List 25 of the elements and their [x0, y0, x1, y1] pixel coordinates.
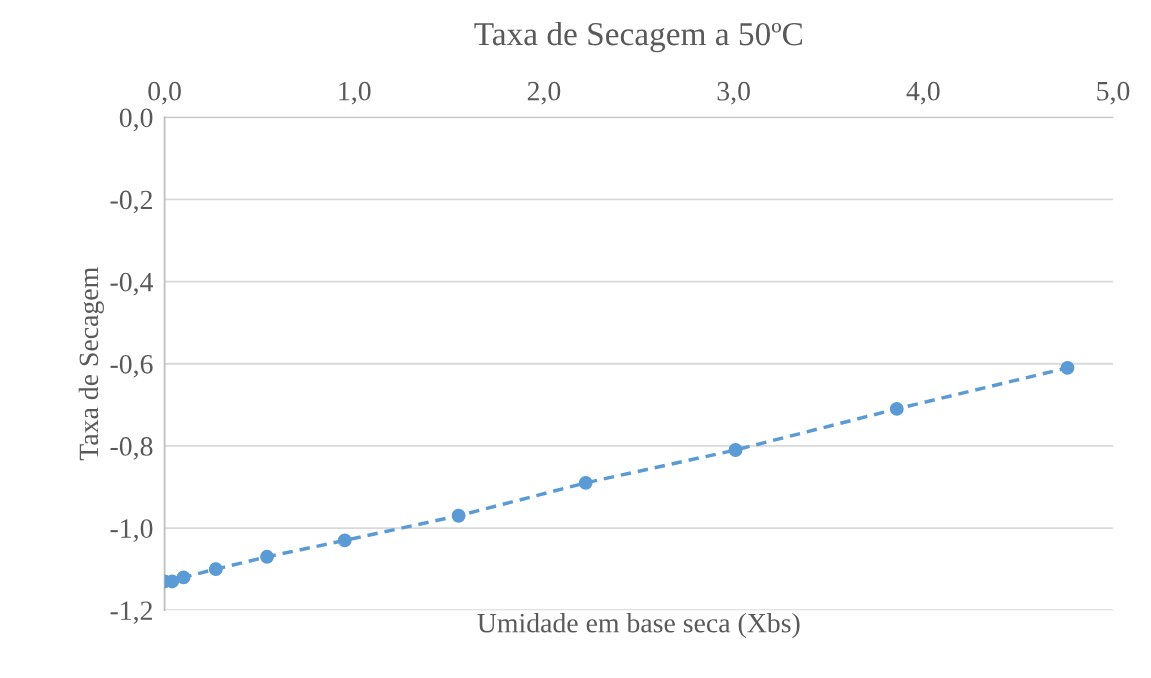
y-tick-label: -1,2 [110, 601, 152, 625]
point [451, 508, 466, 523]
point [208, 562, 223, 577]
y-tick-label: -0,8 [110, 437, 153, 460]
y-tick-label: -0,4 [110, 272, 154, 296]
x-tick-label: 2,0 [527, 81, 561, 105]
x-tick-label: 5,0 [1097, 81, 1130, 105]
y-tick-label: -0,2 [110, 190, 152, 214]
x-tick-label: 0,0 [148, 81, 181, 105]
point [578, 475, 593, 490]
y-tick-label: 0,0 [119, 108, 153, 132]
point [337, 533, 352, 548]
x-tick-label: 3,0 [717, 81, 750, 105]
point [728, 443, 743, 457]
x-tick-label: 1,0 [339, 81, 371, 105]
y-axis-title: Taxa de Secagem [78, 267, 104, 461]
x-tick-label: 4,0 [906, 81, 940, 105]
point [889, 401, 904, 416]
point [176, 570, 191, 585]
x-axis-title: Umidade em base seca (Xbs) [477, 612, 800, 639]
point [1060, 360, 1075, 375]
point [260, 549, 274, 564]
y-tick-label: -0,6 [110, 354, 153, 378]
chart-title: Taxa de Secagem a 50ºC [474, 21, 803, 53]
y-tick-label: -1,0 [110, 519, 153, 542]
